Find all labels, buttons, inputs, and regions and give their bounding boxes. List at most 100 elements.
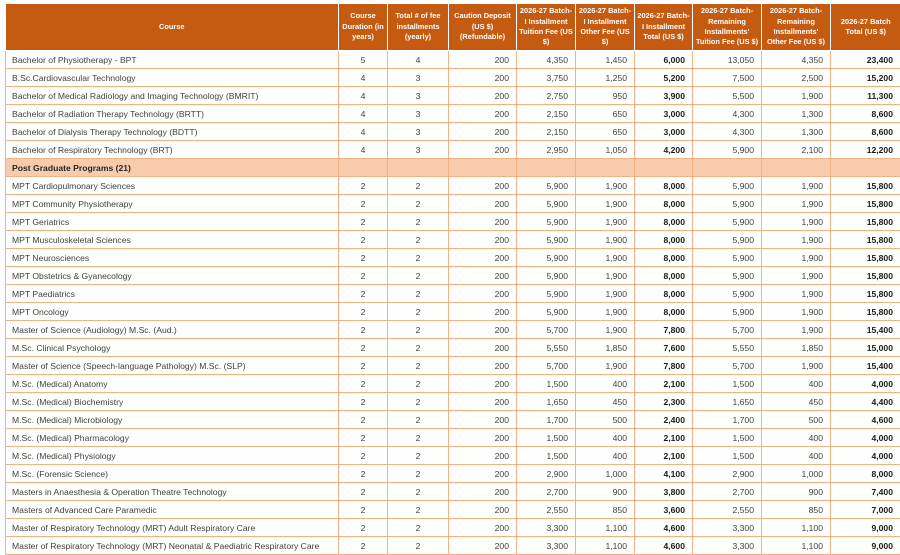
fee-value-cell: 1,900 <box>575 266 635 285</box>
fee-value-cell: 3,900 <box>634 86 693 105</box>
fee-value-cell: 3,000 <box>634 104 693 123</box>
fee-value-cell: 15,800 <box>830 194 900 213</box>
fee-value-cell: 4,400 <box>830 392 900 411</box>
course-name-cell: M.Sc. (Medical) Anatomy <box>5 374 339 393</box>
course-name-cell: Masters in Anaesthesia & Operation Theat… <box>5 482 339 501</box>
fee-value-cell: 5 <box>338 50 388 69</box>
fee-value-cell: 2 <box>387 410 449 429</box>
fee-value-cell: 1,900 <box>761 176 831 195</box>
course-name-cell: M.Sc. (Medical) Biochemistry <box>5 392 339 411</box>
fee-value-cell: 200 <box>448 374 517 393</box>
fee-value-cell: 4 <box>387 50 449 69</box>
fee-value-cell: 4,600 <box>634 536 693 555</box>
fee-value-cell: 2 <box>387 374 449 393</box>
fee-value-cell: 8,600 <box>830 122 900 141</box>
fee-value-cell: 900 <box>761 482 831 501</box>
fee-value-cell: 200 <box>448 50 517 69</box>
fee-value-cell: 2 <box>387 428 449 447</box>
fee-value-cell: 2 <box>387 536 449 555</box>
course-name-cell: MPT Geriatrics <box>5 212 339 231</box>
fee-value-cell: 4,000 <box>830 374 900 393</box>
course-name-cell: M.Sc. Clinical Psychology <box>5 338 339 357</box>
course-row: MPT Oncology 2 2 200 5,900 1,900 8,000 5,900 1,9… <box>5 302 900 321</box>
fee-value-cell: 2,100 <box>761 140 831 159</box>
course-name-cell: M.Sc. (Medical) Physiology <box>5 446 339 465</box>
fee-value-cell: 500 <box>761 410 831 429</box>
course-row: M.Sc. (Medical) Biochemistry 2 2 200 1,650 45… <box>5 392 900 411</box>
course-name-cell: MPT Neurosciences <box>5 248 339 267</box>
fee-value-cell: 1,850 <box>761 338 831 357</box>
fee-value-cell: 3 <box>387 68 449 87</box>
fee-value-cell: 1,500 <box>692 374 762 393</box>
fee-value-cell: 2,400 <box>634 410 693 429</box>
fee-value-cell: 200 <box>448 518 517 537</box>
fee-value-cell: 1,700 <box>692 410 762 429</box>
fee-value-cell: 3,300 <box>692 536 762 555</box>
fee-value-cell: 1,900 <box>575 302 635 321</box>
header-cell-0: Course <box>5 4 339 51</box>
fee-value-cell: 1,900 <box>575 194 635 213</box>
fee-value-cell: 3 <box>387 140 449 159</box>
fee-value-cell: 400 <box>575 428 635 447</box>
fee-value-cell: 650 <box>575 104 635 123</box>
course-name-cell: B.Sc.Cardiovascular Technology <box>5 68 339 87</box>
fee-value-cell: 8,600 <box>830 104 900 123</box>
fee-value-cell: 1,250 <box>575 68 635 87</box>
fee-value-cell: 200 <box>448 194 517 213</box>
header-cell-9: 2026-27 Batch Total (US $) <box>830 4 900 51</box>
fee-value-cell: 2 <box>338 194 388 213</box>
fee-value-cell: 2 <box>387 302 449 321</box>
fee-value-cell: 3 <box>387 104 449 123</box>
fee-value-cell: 8,000 <box>634 284 693 303</box>
fee-value-cell: 2,100 <box>634 374 693 393</box>
fee-value-cell: 1,900 <box>575 320 635 339</box>
fee-value-cell: 2 <box>338 464 388 483</box>
fee-value-cell: 15,400 <box>830 320 900 339</box>
course-row: MPT Cardiopulmonary Sciences 2 2 200 5,900 1,… <box>5 176 900 195</box>
course-row: M.Sc. (Medical) Anatomy 2 2 200 1,500 400 2,10… <box>5 374 900 393</box>
fee-value-cell: 5,900 <box>516 230 576 249</box>
header-cell-5: 2026-27 Batch-I Installment Other Fee (U… <box>575 4 635 51</box>
fee-value-cell: 200 <box>448 392 517 411</box>
fee-value-cell: 3,600 <box>634 500 693 519</box>
fee-value-cell: 2 <box>338 176 388 195</box>
fee-value-cell: 4,350 <box>516 50 576 69</box>
fee-value-cell: 2 <box>338 320 388 339</box>
fee-value-cell: 200 <box>448 176 517 195</box>
section-label: Post Graduate Programs (21) <box>5 158 339 177</box>
fee-value-cell: 1,650 <box>516 392 576 411</box>
fee-value-cell: 5,900 <box>516 194 576 213</box>
course-name-cell: MPT Community Physiotherapy <box>5 194 339 213</box>
course-name-cell: Bachelor of Physiotherapy - BPT <box>5 50 339 69</box>
course-row: M.Sc. (Medical) Pharmacology 2 2 200 1,500 40… <box>5 428 900 447</box>
course-name-cell: Master of Science (Speech-language Patho… <box>5 356 339 375</box>
fee-value-cell: 13,050 <box>692 50 762 69</box>
course-row: Bachelor of Dialysis Therapy Technology … <box>5 122 900 141</box>
fee-value-cell: 15,800 <box>830 248 900 267</box>
fee-value-cell: 2,100 <box>634 446 693 465</box>
fee-value-cell: 5,900 <box>692 266 762 285</box>
fee-value-cell: 200 <box>448 482 517 501</box>
fee-value-cell: 2 <box>338 302 388 321</box>
fee-value-cell: 2 <box>338 356 388 375</box>
fee-value-cell: 1,900 <box>761 320 831 339</box>
fee-value-cell: 3,300 <box>516 536 576 555</box>
section-empty-cell <box>830 158 900 177</box>
fee-value-cell: 8,000 <box>634 194 693 213</box>
fee-value-cell: 1,500 <box>516 428 576 447</box>
fee-value-cell: 1,700 <box>516 410 576 429</box>
course-name-cell: Bachelor of Respiratory Technology (BRT) <box>5 140 339 159</box>
course-row: Bachelor of Respiratory Technology (BRT)… <box>5 140 900 159</box>
fee-value-cell: 2 <box>387 356 449 375</box>
fee-value-cell: 5,900 <box>516 302 576 321</box>
fee-value-cell: 15,800 <box>830 212 900 231</box>
fee-value-cell: 5,900 <box>692 230 762 249</box>
fee-value-cell: 500 <box>575 410 635 429</box>
fee-value-cell: 3,750 <box>516 68 576 87</box>
fee-value-cell: 1,900 <box>761 266 831 285</box>
fee-value-cell: 11,300 <box>830 86 900 105</box>
fee-value-cell: 1,900 <box>575 248 635 267</box>
header-cell-6: 2026-27 Batch-I Installment Total (US $) <box>634 4 693 51</box>
fee-value-cell: 850 <box>575 500 635 519</box>
fee-value-cell: 9,000 <box>830 536 900 555</box>
